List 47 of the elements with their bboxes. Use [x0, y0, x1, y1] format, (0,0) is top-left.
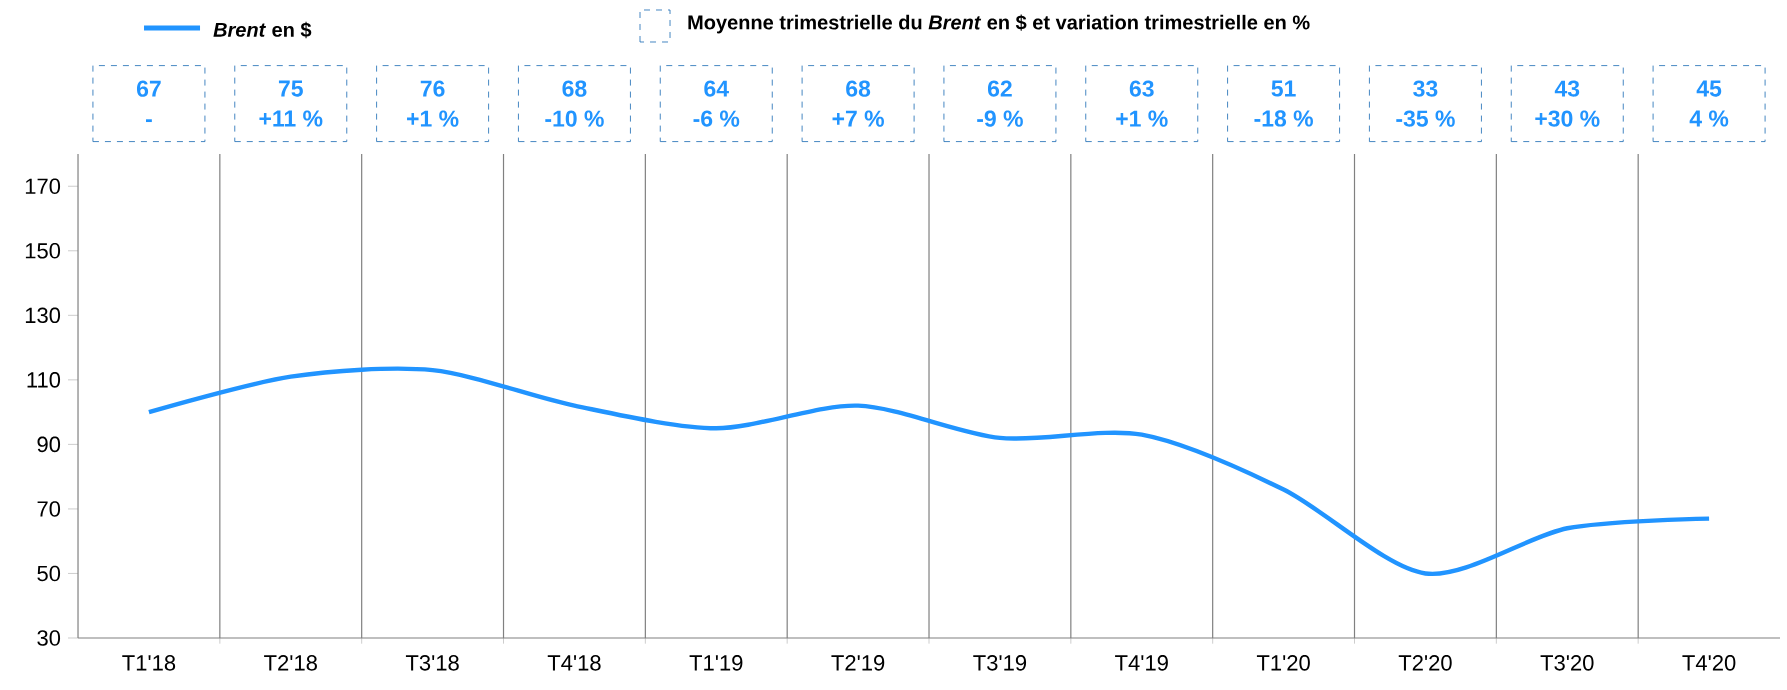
text: 4 % — [1689, 110, 1729, 127]
text: +1 % — [1116, 110, 1168, 127]
x-tick-label: T3'18 — [405, 655, 459, 671]
y-tick-label: 150 — [25, 243, 61, 259]
text: -9 % — [977, 110, 1023, 127]
y-tick-label: 90 — [37, 436, 61, 453]
text: 67 — [136, 80, 161, 97]
text: 68 — [562, 80, 587, 97]
y-tick-label: 170 — [25, 178, 61, 195]
text: 63 — [1129, 80, 1154, 97]
y-tick-label: 130 — [25, 307, 61, 324]
text: -35 % — [1396, 110, 1455, 127]
text: 76 — [420, 80, 445, 97]
text: 33 — [1413, 80, 1438, 97]
y-tick-label: 70 — [37, 501, 61, 517]
text: 64 — [704, 80, 729, 97]
y-tick-label: 110 — [27, 372, 61, 388]
text: 75 — [278, 80, 303, 97]
x-tick-label: T3'19 — [973, 655, 1027, 671]
y-tick-label: 50 — [37, 565, 61, 582]
text: 43 — [1554, 80, 1580, 97]
text: +30 % — [1535, 110, 1600, 127]
text: 45 — [1696, 80, 1722, 97]
y-tick-label: 30 — [37, 630, 61, 646]
text: Moyenne trimestrielle du Brent en $ et variation trimestrielle en % — [688, 14, 1310, 34]
text: -6 % — [693, 110, 740, 127]
text: +11 % — [259, 110, 323, 127]
text: - — [146, 119, 152, 123]
text: -18 % — [1254, 110, 1313, 127]
x-tick-label: T1'19 — [689, 655, 743, 671]
x-tick-label: T4'20 — [1682, 655, 1736, 671]
legend-label: Brent en $ — [213, 21, 312, 39]
x-tick-label: T4'19 — [1115, 655, 1168, 671]
x-tick-label: T2'20 — [1398, 655, 1452, 671]
text: +7 % — [832, 110, 884, 127]
x-tick-label: T1'18 — [122, 655, 176, 671]
text: 62 — [987, 80, 1012, 97]
x-tick-label: T3'20 — [1540, 655, 1594, 671]
x-tick-label: T4'18 — [547, 655, 601, 671]
x-tick-label: T2'18 — [264, 655, 317, 671]
line-series — [146, 366, 1712, 576]
text: 68 — [846, 80, 871, 97]
text: -10 % — [545, 110, 604, 127]
text: 51 — [1271, 80, 1296, 97]
text: +1 % — [407, 110, 459, 127]
x-tick-label: T2'19 — [831, 655, 885, 671]
x-tick-label: T1'20 — [1256, 655, 1310, 671]
